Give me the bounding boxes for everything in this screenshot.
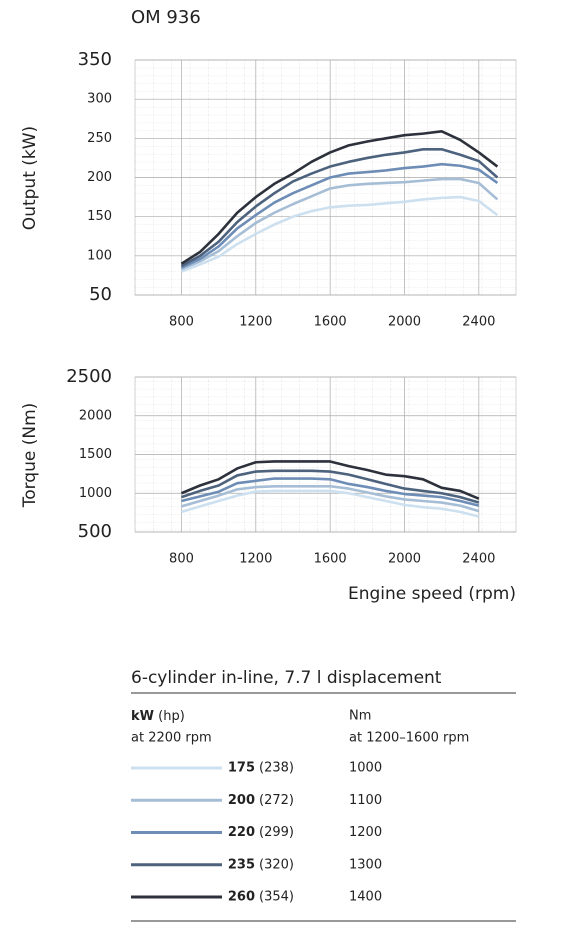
series-line <box>181 489 480 518</box>
series-line <box>180 460 480 500</box>
legend-header: Nm <box>349 709 371 724</box>
y-tick-label: 100 <box>87 248 112 263</box>
x-tick-label: 2400 <box>462 552 495 567</box>
y-tick-label: 1500 <box>79 447 112 462</box>
series-line <box>180 148 499 268</box>
kw-header: kW <box>131 709 154 724</box>
legend-hp: (320) <box>259 857 294 872</box>
legend-kw: 260 <box>228 890 255 905</box>
legend-nm: 1000 <box>349 761 382 776</box>
y-axis-label: Torque (Nm) <box>20 403 40 509</box>
legend-hp: (299) <box>259 825 294 840</box>
legend-header: at 2200 rpm <box>131 731 212 746</box>
series-line <box>181 469 480 504</box>
series-line <box>180 195 499 273</box>
legend-nm: 1400 <box>349 890 382 905</box>
series-line <box>181 484 480 513</box>
chart-title: OM 936 <box>131 7 201 28</box>
y-tick-label: 200 <box>87 170 112 185</box>
y-tick-label: 50 <box>89 284 112 305</box>
y-tick-label: 500 <box>78 521 112 542</box>
y-tick-label: 2000 <box>79 408 112 423</box>
legend-kw: 220 <box>228 825 255 840</box>
legend-header: kW (hp) <box>131 709 185 724</box>
legend-nm: 1100 <box>349 793 382 808</box>
x-axis-label: Engine speed (rpm) <box>348 584 516 604</box>
y-tick-label: 1000 <box>79 486 112 501</box>
legend-hp: (238) <box>259 761 294 776</box>
legend-nm: 1200 <box>349 825 382 840</box>
hp-header: (hp) <box>158 709 185 724</box>
series-line <box>180 129 499 265</box>
y-tick-label: 2500 <box>66 366 112 387</box>
y-axis-label: Output (kW) <box>20 126 40 230</box>
y-tick-label: 150 <box>87 209 112 224</box>
y-tick-label: 350 <box>78 49 112 70</box>
x-tick-label: 2000 <box>388 552 421 567</box>
x-tick-label: 2400 <box>462 315 495 330</box>
x-tick-label: 1200 <box>239 315 272 330</box>
series-line <box>180 177 499 271</box>
x-tick-label: 800 <box>169 552 194 567</box>
legend-hp: (354) <box>259 890 294 905</box>
y-tick-label: 250 <box>87 131 112 146</box>
x-tick-label: 1600 <box>314 315 347 330</box>
x-tick-label: 2000 <box>388 315 421 330</box>
legend-title: 6-cylinder in-line, 7.7 l displacement <box>131 668 442 688</box>
legend-nm: 1300 <box>349 857 382 872</box>
legend-kw: 175 <box>228 761 255 776</box>
legend-hp: (272) <box>259 793 294 808</box>
y-tick-label: 300 <box>87 92 112 107</box>
legend-kw: 235 <box>228 857 255 872</box>
x-tick-label: 1200 <box>239 552 272 567</box>
x-tick-label: 1600 <box>314 552 347 567</box>
series-line <box>180 162 499 269</box>
series-line <box>181 477 480 507</box>
x-tick-label: 800 <box>169 315 194 330</box>
legend-header: at 1200–1600 rpm <box>349 731 469 746</box>
legend-kw: 200 <box>228 793 255 808</box>
